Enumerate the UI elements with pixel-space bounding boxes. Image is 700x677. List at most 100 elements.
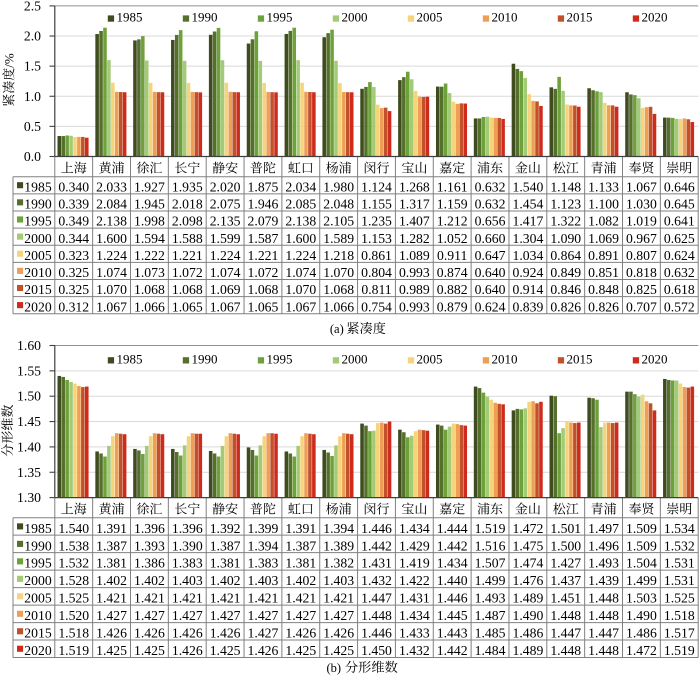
svg-text:2020: 2020 — [642, 351, 668, 366]
svg-text:0.339: 0.339 — [58, 197, 89, 212]
svg-text:1.501: 1.501 — [550, 521, 581, 536]
svg-text:1.30: 1.30 — [17, 490, 41, 505]
svg-text:1.434: 1.434 — [399, 608, 430, 623]
svg-text:2000: 2000 — [342, 351, 368, 366]
svg-text:1.443: 1.443 — [437, 626, 468, 641]
svg-text:1.072: 1.072 — [172, 265, 203, 280]
svg-text:1.450: 1.450 — [361, 643, 392, 658]
svg-text:1.074: 1.074 — [285, 265, 316, 280]
svg-text:1.427: 1.427 — [248, 608, 279, 623]
svg-text:2005: 2005 — [24, 248, 52, 263]
svg-text:0.849: 0.849 — [550, 265, 581, 280]
svg-text:0.572: 0.572 — [664, 299, 695, 314]
svg-text:1.487: 1.487 — [475, 608, 506, 623]
svg-text:1.445: 1.445 — [437, 608, 468, 623]
svg-text:1.069: 1.069 — [210, 282, 241, 297]
svg-text:1.155: 1.155 — [361, 197, 392, 212]
svg-text:1.540: 1.540 — [58, 521, 89, 536]
svg-text:2.034: 2.034 — [285, 179, 316, 194]
svg-text:1985: 1985 — [24, 179, 52, 194]
svg-text:0.891: 0.891 — [588, 248, 619, 263]
svg-text:1.396: 1.396 — [172, 521, 203, 536]
svg-text:2005: 2005 — [24, 591, 52, 606]
svg-text:1995: 1995 — [24, 214, 52, 229]
svg-text:1.391: 1.391 — [96, 521, 127, 536]
svg-text:1.403: 1.403 — [172, 573, 203, 588]
svg-text:1.476: 1.476 — [512, 573, 543, 588]
svg-text:0.625: 0.625 — [664, 231, 695, 246]
svg-text:0.349: 0.349 — [58, 214, 89, 229]
svg-text:1.518: 1.518 — [664, 608, 695, 623]
svg-text:2010: 2010 — [24, 265, 52, 280]
svg-text:0.851: 0.851 — [588, 265, 619, 280]
svg-text:1.448: 1.448 — [550, 643, 581, 658]
svg-text:1.317: 1.317 — [399, 197, 430, 212]
svg-text:1.019: 1.019 — [626, 214, 657, 229]
svg-text:0.846: 0.846 — [550, 282, 581, 297]
svg-text:1.089: 1.089 — [399, 248, 430, 263]
svg-text:1.499: 1.499 — [475, 573, 506, 588]
svg-text:1.068: 1.068 — [172, 282, 203, 297]
svg-text:1.426: 1.426 — [172, 626, 203, 641]
svg-text:1.935: 1.935 — [172, 179, 203, 194]
svg-text:1.486: 1.486 — [626, 626, 657, 641]
svg-text:1990: 1990 — [24, 197, 52, 212]
svg-text:1.519: 1.519 — [664, 643, 695, 658]
svg-text:1.519: 1.519 — [58, 643, 89, 658]
svg-text:1.067: 1.067 — [626, 179, 657, 194]
svg-text:1.067: 1.067 — [96, 299, 127, 314]
svg-text:0.804: 0.804 — [361, 265, 392, 280]
svg-text:1.100: 1.100 — [588, 197, 619, 212]
svg-text:1.489: 1.489 — [512, 643, 543, 658]
svg-text:1.030: 1.030 — [626, 197, 657, 212]
svg-text:1.403: 1.403 — [323, 573, 354, 588]
svg-text:2000: 2000 — [24, 573, 52, 588]
svg-text:1.403: 1.403 — [248, 573, 279, 588]
svg-text:1.426: 1.426 — [210, 626, 241, 641]
svg-text:1.440: 1.440 — [437, 573, 468, 588]
svg-text:0.874: 0.874 — [437, 265, 468, 280]
svg-text:1.268: 1.268 — [399, 179, 430, 194]
svg-text:0.660: 0.660 — [475, 231, 506, 246]
svg-text:1.421: 1.421 — [248, 591, 279, 606]
svg-text:1.35: 1.35 — [17, 465, 41, 480]
svg-text:0.645: 0.645 — [664, 197, 695, 212]
svg-text:1.070: 1.070 — [96, 282, 127, 297]
svg-text:0.624: 0.624 — [664, 248, 695, 263]
svg-text:1.534: 1.534 — [664, 521, 695, 536]
svg-text:/%: /% — [1, 53, 16, 68]
svg-text:0.325: 0.325 — [58, 265, 89, 280]
svg-text:1.434: 1.434 — [437, 556, 468, 571]
svg-text:1.504: 1.504 — [626, 556, 657, 571]
svg-text:1.45: 1.45 — [17, 414, 41, 429]
svg-text:2015: 2015 — [24, 282, 52, 297]
svg-text:1.427: 1.427 — [323, 608, 354, 623]
svg-text:1.507: 1.507 — [475, 556, 506, 571]
svg-text:0.707: 0.707 — [626, 299, 657, 314]
svg-text:2020: 2020 — [24, 299, 52, 314]
svg-text:1.532: 1.532 — [664, 538, 695, 553]
svg-text:1.124: 1.124 — [361, 179, 392, 194]
svg-text:1.421: 1.421 — [323, 591, 354, 606]
svg-text:1.426: 1.426 — [172, 643, 203, 658]
svg-text:1.419: 1.419 — [399, 556, 430, 571]
svg-text:1.123: 1.123 — [550, 197, 581, 212]
svg-text:1.40: 1.40 — [17, 439, 41, 454]
svg-text:2.5: 2.5 — [24, 0, 41, 13]
svg-text:1.447: 1.447 — [588, 626, 619, 641]
svg-text:1.472: 1.472 — [512, 521, 543, 536]
svg-text:1.587: 1.587 — [248, 231, 279, 246]
svg-text:0.312: 0.312 — [58, 299, 89, 314]
svg-text:1990: 1990 — [192, 351, 218, 366]
svg-text:1.218: 1.218 — [323, 248, 354, 263]
svg-text:1985: 1985 — [117, 10, 143, 25]
svg-text:1.427: 1.427 — [285, 608, 316, 623]
svg-text:0.323: 0.323 — [58, 248, 89, 263]
svg-text:0.5: 0.5 — [24, 119, 41, 134]
svg-text:1.426: 1.426 — [134, 626, 165, 641]
svg-text:1.417: 1.417 — [512, 214, 543, 229]
svg-text:0.754: 0.754 — [361, 299, 392, 314]
svg-text:1.475: 1.475 — [512, 538, 543, 553]
svg-text:1.224: 1.224 — [210, 248, 241, 263]
svg-text:1.519: 1.519 — [475, 521, 506, 536]
